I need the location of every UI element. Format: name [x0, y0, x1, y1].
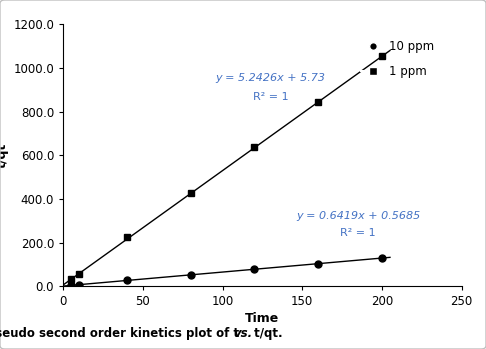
Text: R² = 1: R² = 1 [253, 92, 288, 102]
Text: y = 5.2426x + 5.73: y = 5.2426x + 5.73 [215, 73, 326, 83]
X-axis label: Time: Time [245, 312, 279, 325]
Text: Figure 9: Pseudo second order kinetics plot of t: Figure 9: Pseudo second order kinetics p… [0, 327, 243, 340]
Text: vs.: vs. [233, 327, 253, 340]
Y-axis label: t/qt: t/qt [0, 143, 9, 168]
Text: y = 0.6419x + 0.5685: y = 0.6419x + 0.5685 [296, 210, 420, 221]
Legend: 10 ppm, 1 ppm: 10 ppm, 1 ppm [356, 36, 439, 83]
Text: R² = 1: R² = 1 [340, 228, 376, 238]
Text: t/qt.: t/qt. [250, 327, 283, 340]
